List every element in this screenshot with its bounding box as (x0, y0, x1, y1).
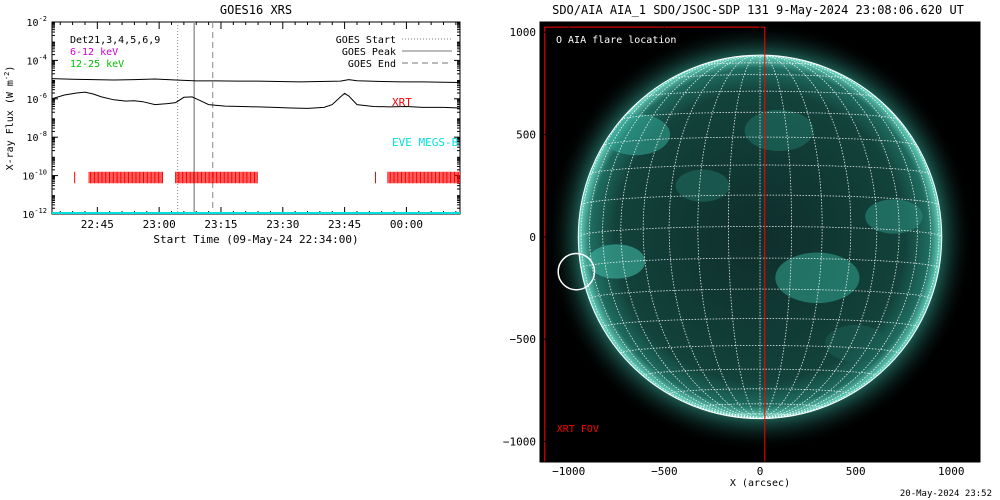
y-tick-base: 10 (27, 133, 39, 144)
y-tick-exponent: -6 (39, 92, 47, 100)
grid-line (727, 55, 761, 419)
active-region (587, 244, 646, 279)
aia-y-tick-label: 0 (529, 231, 536, 244)
grid-line (620, 345, 900, 354)
y-tick-exponent: -4 (39, 53, 47, 61)
lightcurve-x-axis-label: Start Time (09-May-24 22:34:00) (153, 233, 358, 246)
y-tick-exponent: -10 (34, 169, 47, 177)
y-tick-exponent: -2 (39, 15, 47, 23)
aia-y-tick-label: 1000 (510, 26, 537, 39)
grid-line (669, 74, 851, 80)
aia-y-tick-label: −1000 (503, 436, 536, 449)
series-line-0 (52, 78, 460, 83)
grid-line (620, 55, 761, 419)
xrt-observation-ticks (74, 171, 460, 184)
aia-y-tick-label: 500 (516, 129, 536, 142)
grid-line (588, 58, 761, 419)
grid-line (759, 55, 793, 419)
active-region (675, 169, 730, 202)
grid-line (759, 55, 900, 419)
timestamp: 20-May-2024 23:52 (900, 489, 992, 499)
aia-title: SDO/AIA AIA_1 SDO/JSOC-SDP 131 9-May-202… (552, 3, 964, 17)
y-tick-label: 10-8 (27, 130, 47, 144)
grid-line (759, 58, 932, 419)
x-tick-label: 23:45 (328, 218, 361, 231)
grid-line (602, 56, 761, 419)
lightcurve-series (52, 78, 460, 214)
legend-left-entry: 6-12 keV (70, 47, 118, 58)
x-tick-label: 23:00 (143, 218, 176, 231)
grid-line (759, 55, 852, 419)
aia-image-panel: SDO/AIA AIA_1 SDO/JSOC-SDP 131 9-May-202… (503, 3, 992, 499)
series-line-1 (52, 91, 460, 109)
y-axis-label-close: ) (5, 66, 16, 72)
aia-x-tick-label: −500 (651, 465, 678, 478)
eve-annotation: EVE MEGS-B (392, 136, 459, 149)
lightcurve-title: GOES16 XRS (220, 3, 292, 17)
grid-line (759, 56, 918, 419)
y-axis-label-sup: -2 (3, 72, 11, 80)
legend-right-label: GOES Peak (342, 47, 396, 58)
grid-line (697, 55, 761, 419)
grid-line (668, 55, 761, 419)
xrt-fov-label: XRT FOV (557, 424, 599, 435)
aia-tick-labels: −1000 −500 0 500 1000 1000 500 0 −500 −1000 (503, 26, 965, 478)
legend-left-entry: Det21,3,4,5,6,9 (70, 35, 160, 46)
y-tick-label: 10-10 (22, 169, 47, 183)
aia-x-tick-label: 0 (757, 465, 764, 478)
active-region (865, 199, 923, 234)
grid-line (602, 136, 918, 147)
grid-line (581, 194, 939, 206)
legend-left-entry: 12-25 keV (70, 59, 124, 70)
aia-legend: O AIA flare location (556, 35, 676, 46)
x-tick-label: 23:15 (204, 218, 237, 231)
y-tick-base: 10 (27, 18, 39, 29)
grid-line (643, 90, 877, 98)
aia-x-tick-label: 500 (846, 465, 866, 478)
aia-x-axis-label: X (arcsec) (730, 478, 790, 489)
grid-line (580, 66, 761, 419)
x-tick-label: 22:45 (81, 218, 114, 231)
y-tick-label: 10-2 (27, 15, 47, 29)
y-tick-exponent: -8 (39, 130, 47, 138)
y-axis-label-main: X-ray Flux (W m (5, 80, 16, 170)
grid-line (642, 55, 761, 419)
x-tick-label: 00:00 (390, 218, 423, 231)
grid-line (759, 66, 940, 419)
grid-line (759, 55, 823, 419)
flare-location-marker (557, 252, 596, 291)
aia-ticks (540, 22, 980, 462)
active-region (825, 324, 887, 362)
lightcurve-x-tick-labels: 22:45 23:00 23:15 23:30 23:45 00:00 (81, 218, 423, 231)
grid-line (620, 111, 900, 121)
xrt-annotation: XRT (392, 96, 412, 109)
aia-x-tick-label: 1000 (938, 465, 965, 478)
legend-right-label: GOES Start (336, 35, 396, 46)
y-tick-base: 10 (22, 172, 34, 183)
solar-limb (577, 54, 943, 420)
aia-y-tick-label: −500 (510, 333, 537, 346)
aia-x-tick-label: −1000 (552, 465, 585, 478)
y-tick-label: 10-6 (27, 92, 47, 106)
y-tick-base: 10 (27, 56, 39, 67)
x-tick-label: 23:30 (266, 218, 299, 231)
legend-right-label: GOES End (348, 59, 396, 70)
grid-line (759, 55, 878, 419)
grid-line (578, 226, 942, 238)
y-tick-label: 10-12 (22, 207, 47, 221)
lightcurve-y-axis-label: X-ray Flux (W m-2) (3, 66, 16, 171)
y-tick-base: 10 (22, 210, 34, 221)
y-tick-exponent: -12 (34, 207, 47, 215)
active-region (744, 109, 814, 152)
y-tick-label: 10-4 (27, 53, 47, 67)
y-tick-base: 10 (27, 95, 39, 106)
